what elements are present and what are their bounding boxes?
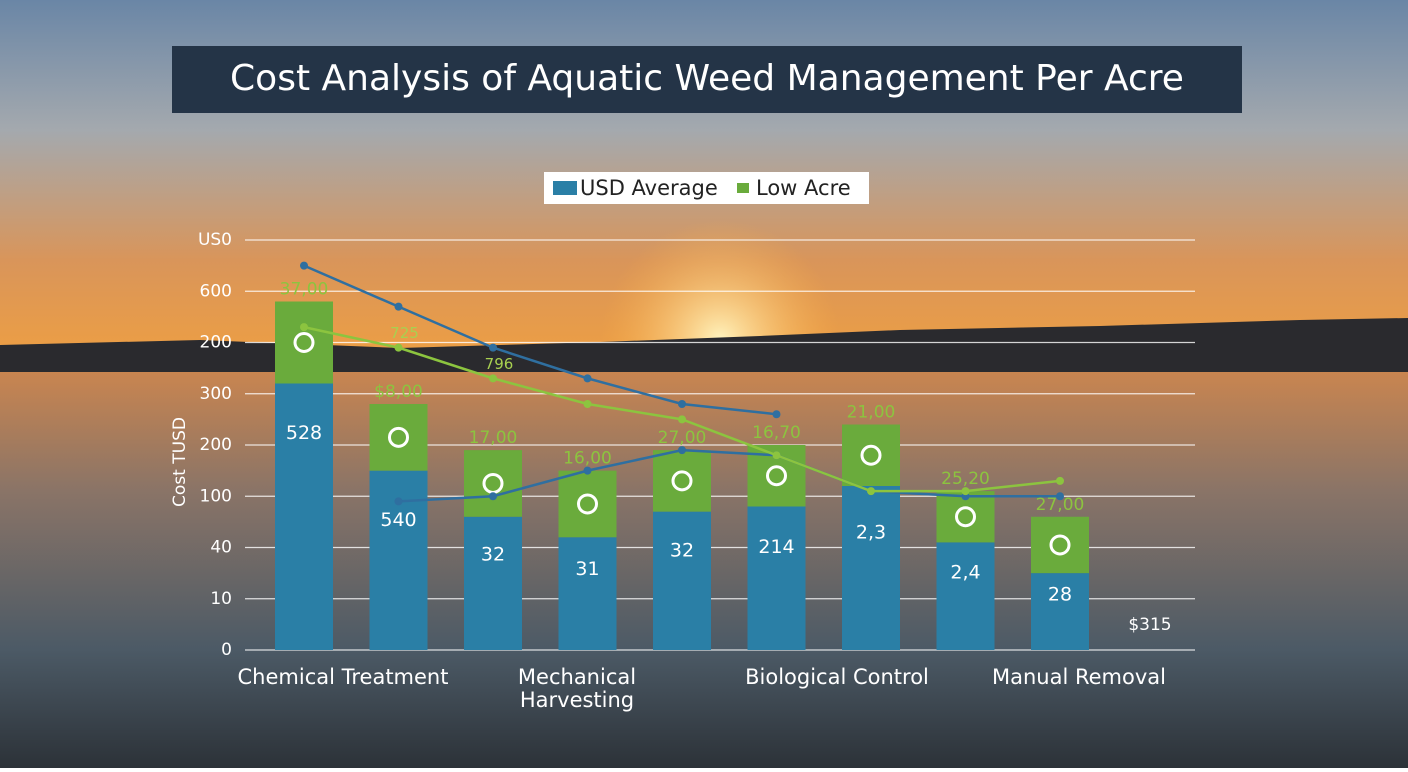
line	[303, 264, 777, 416]
icon	[955, 506, 976, 528]
y-tick-label: 200	[200, 333, 232, 353]
line-label: 725	[390, 324, 419, 342]
bar-label: 21,00	[847, 403, 896, 423]
x-group-label: Mechanical Harvesting	[518, 665, 636, 712]
chart-title: Cost Analysis of Aquatic Weed Management…	[230, 58, 1184, 99]
y-tick-label: 300	[200, 384, 232, 404]
line-point	[394, 343, 403, 352]
title-box	[172, 46, 1242, 113]
bar-segment	[464, 516, 522, 650]
line-point	[583, 466, 592, 475]
y-tick-label: 100	[200, 486, 232, 506]
y-tick-label: 0	[221, 640, 232, 660]
bar-segment	[275, 301, 333, 384]
bar-label: 32	[481, 543, 505, 565]
icon	[293, 332, 315, 353]
bar-segment	[936, 542, 995, 650]
line-point	[394, 497, 403, 506]
y-tick-label: 600	[200, 281, 232, 301]
line-point	[772, 410, 781, 419]
legend-label: USD Average	[580, 176, 718, 200]
line-point	[489, 343, 497, 352]
bar-label: 528	[286, 422, 322, 444]
line-point	[583, 374, 592, 383]
treeline	[0, 318, 1408, 372]
line-point	[678, 415, 686, 424]
bar-label: 17,00	[469, 428, 518, 448]
icon	[766, 465, 787, 487]
line-point	[1056, 476, 1064, 485]
line-point	[489, 492, 497, 501]
bar-label: 27,00	[1036, 495, 1085, 515]
bar-label: 32	[670, 540, 694, 562]
line-point	[394, 302, 403, 311]
bar-segment	[369, 404, 428, 471]
bar-segment	[842, 424, 900, 486]
x-group-label: Manual Removal	[992, 665, 1166, 689]
line-point	[678, 400, 686, 408]
line-point	[1056, 492, 1064, 501]
x-group-label: Chemical Treatment	[238, 665, 449, 689]
bar-label: 27,00	[658, 428, 707, 448]
legend	[544, 172, 869, 204]
bar-label: 37,00	[280, 280, 329, 300]
annotation: $315	[1128, 615, 1171, 635]
bar-label: 28	[1048, 584, 1072, 606]
icon	[671, 470, 693, 492]
line-point	[678, 446, 686, 455]
bar-label: 540	[380, 509, 416, 531]
line-point	[300, 323, 308, 332]
line-point	[867, 487, 875, 496]
bar-label: 25,20	[941, 469, 990, 489]
bar-segment	[558, 470, 617, 538]
bar-segment	[653, 450, 711, 512]
line-point	[300, 261, 308, 270]
x-group-label: Biological Control	[745, 665, 929, 689]
bar-segment	[1031, 573, 1089, 650]
bar-label: 31	[575, 558, 599, 580]
bar-label: $8,00	[374, 382, 423, 402]
icon	[577, 493, 598, 515]
y-tick-label: 200	[200, 435, 232, 455]
legend-swatch	[553, 181, 577, 195]
bar-segment	[1031, 516, 1089, 574]
bar-segment	[747, 506, 806, 650]
bar-segment	[653, 511, 711, 650]
legend-swatch	[737, 183, 749, 193]
line-point	[583, 400, 592, 408]
y-tick-label: US0	[198, 230, 232, 250]
line-point	[489, 374, 497, 383]
bar-label: 16,00	[563, 449, 612, 469]
line-point	[961, 487, 970, 496]
bar-segment	[842, 486, 900, 650]
icon	[860, 444, 882, 466]
line	[398, 448, 1060, 503]
legend-label: Low Acre	[756, 176, 851, 200]
y-tick-label: 10	[210, 589, 232, 609]
icon	[388, 426, 409, 448]
line-label: 796	[485, 355, 514, 373]
y-tick-label: 40	[210, 538, 232, 558]
bar-label: 2,4	[950, 562, 980, 584]
y-axis-title: Cost TUSD	[170, 417, 190, 507]
bar-segment	[464, 450, 522, 517]
bar-label: 2,3	[856, 521, 886, 543]
bar-label: 214	[758, 536, 794, 558]
line-point	[772, 451, 781, 460]
bar-segment	[558, 537, 617, 650]
icon	[1049, 534, 1071, 556]
bar-segment	[275, 383, 333, 650]
bar-label: 16,70	[752, 423, 801, 443]
